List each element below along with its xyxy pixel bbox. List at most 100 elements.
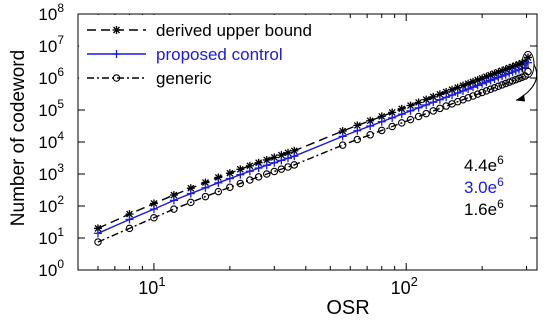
data-point-generic: [436, 104, 444, 113]
data-point-generic: [246, 176, 254, 184]
data-point-generic: [524, 67, 532, 76]
data-point-proposed-control: [254, 164, 263, 173]
data-point-generic: [187, 198, 195, 207]
data-point-generic: [378, 126, 386, 135]
data-point-proposed-control: [406, 106, 415, 115]
data-point-proposed-control: [442, 93, 451, 102]
legend-label-proposed-control: proposed control: [156, 45, 283, 64]
data-point-proposed-control: [429, 98, 438, 107]
data-point-generic: [338, 141, 347, 149]
data-point-generic: [150, 213, 158, 222]
y-tick-label: 105: [38, 97, 64, 120]
y-tick-label: 101: [38, 225, 64, 248]
data-point-proposed-control: [453, 88, 462, 97]
data-point-derived-upper-bound: [169, 191, 178, 200]
annotation-value: 4.4e6: [464, 153, 504, 175]
legend-marker-proposed-control: [112, 50, 121, 58]
legend-marker-derived-upper-bound: [112, 26, 121, 34]
data-point-proposed-control: [245, 167, 254, 176]
legend: derived upper bound proposed control gener…: [79, 15, 331, 93]
data-point-proposed-control: [284, 154, 293, 163]
data-point-proposed-control: [478, 79, 487, 88]
data-point-generic: [406, 115, 415, 124]
data-point-generic: [277, 165, 286, 173]
data-point-proposed-control: [225, 174, 234, 183]
data-point-proposed-control: [93, 229, 102, 238]
data-point-proposed-control: [414, 103, 423, 112]
data-point-proposed-control: [473, 81, 482, 90]
data-point-generic: [388, 122, 396, 131]
data-point-generic: [270, 167, 279, 176]
data-point-generic: [170, 205, 178, 213]
data-point-proposed-control: [377, 117, 386, 126]
data-point-generic: [464, 94, 472, 102]
y-tick-label: 103: [38, 161, 64, 184]
legend-item-generic: generic: [87, 69, 212, 88]
data-point-proposed-control: [149, 205, 158, 214]
data-point-proposed-control: [469, 83, 478, 92]
data-point-generic: [290, 161, 299, 169]
series-derived-upper-bound: [93, 53, 533, 233]
legend-item-derived-upper-bound: derived upper bound: [87, 21, 312, 40]
series-line-generic: [97, 71, 529, 243]
data-point-generic: [486, 85, 495, 94]
series-proposed-control: [93, 58, 533, 238]
data-point-derived-upper-bound: [406, 101, 415, 110]
data-point-generic: [201, 192, 210, 201]
data-point-proposed-control: [277, 156, 286, 165]
data-point-proposed-control: [125, 215, 134, 224]
series-generic: [94, 67, 532, 246]
data-point-generic: [459, 95, 467, 104]
data-point-generic: [353, 135, 362, 144]
data-point-generic: [473, 90, 482, 98]
data-point-generic: [125, 224, 134, 233]
data-point-generic: [422, 109, 430, 118]
data-point-derived-upper-bound: [414, 98, 423, 107]
data-point-generic: [469, 92, 477, 100]
data-point-proposed-control: [290, 152, 299, 161]
data-point-derived-upper-bound: [366, 116, 375, 125]
data-point-proposed-control: [214, 178, 223, 187]
data-point-derived-upper-bound: [236, 165, 245, 174]
data-point-proposed-control: [388, 113, 397, 122]
legend-label-derived-upper-bound: derived upper bound: [156, 21, 312, 40]
data-point-generic: [254, 173, 263, 181]
x-axis-label: OSR: [326, 297, 369, 319]
data-point-generic: [478, 88, 486, 97]
data-point-generic: [397, 119, 406, 127]
data-point-generic: [262, 170, 271, 178]
x-tick-label: 102: [391, 274, 418, 298]
data-point-proposed-control: [501, 70, 510, 79]
data-point-generic: [429, 107, 437, 115]
y-tick-label: 100: [38, 257, 64, 280]
data-point-proposed-control: [338, 132, 347, 141]
data-point-proposed-control: [270, 158, 279, 167]
data-point-proposed-control: [482, 78, 491, 87]
y-tick-label: 104: [38, 129, 64, 152]
legend-item-proposed-control: proposed control: [87, 45, 283, 64]
data-point-generic: [494, 82, 503, 91]
data-point-proposed-control: [262, 161, 271, 170]
annotation-value: 1.6e6: [464, 197, 504, 219]
data-point-proposed-control: [490, 75, 499, 84]
x-tick-label: 101: [138, 274, 165, 298]
data-point-generic: [482, 87, 491, 95]
data-point-proposed-control: [486, 76, 495, 85]
data-point-proposed-control: [169, 196, 178, 205]
data-point-generic: [366, 131, 374, 139]
data-point-proposed-control: [494, 73, 503, 82]
data-point-generic: [508, 77, 517, 85]
data-point-proposed-control: [353, 126, 362, 135]
data-point-proposed-control: [435, 95, 444, 104]
data-point-generic: [414, 112, 423, 121]
y-axis-label: Number of codeword: [8, 50, 29, 226]
data-point-proposed-control: [397, 110, 406, 119]
data-point-generic: [498, 81, 506, 89]
data-point-proposed-control: [201, 183, 210, 192]
plot-marks: [93, 53, 533, 246]
data-point-generic: [94, 238, 102, 246]
y-tick-label: 107: [38, 33, 64, 56]
data-point-generic: [236, 179, 245, 188]
